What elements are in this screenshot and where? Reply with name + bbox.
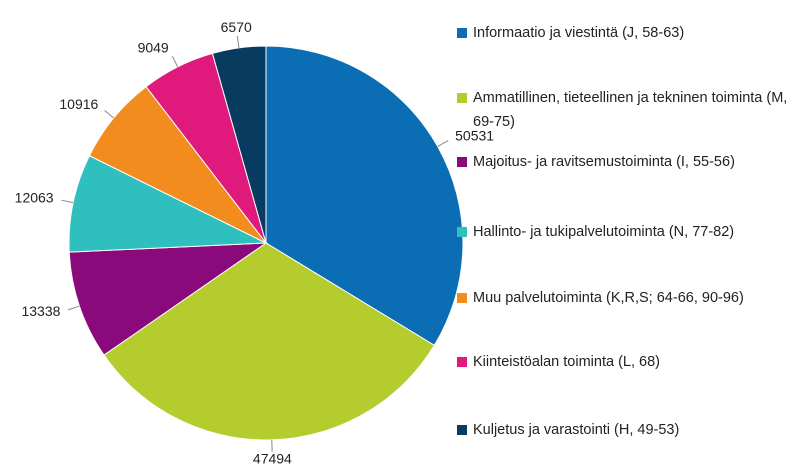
legend-swatch — [457, 157, 467, 167]
legend-swatch — [457, 357, 467, 367]
leader-line — [67, 305, 80, 311]
legend-label: Hallinto- ja tukipalvelutoiminta (N, 77-… — [473, 224, 735, 240]
legend-item: Hallinto- ja tukipalvelutoiminta (N, 77-… — [457, 220, 793, 244]
legend-item: Ammatillinen, tieteellinen ja tekninen t… — [457, 86, 793, 134]
data-label: 10916 — [59, 96, 98, 112]
data-label: 13338 — [21, 303, 60, 319]
legend-item: Majoitus- ja ravitsemustoiminta (I, 55-5… — [457, 150, 793, 174]
leader-line — [437, 140, 449, 147]
leader-line — [171, 55, 179, 68]
legend-swatch — [457, 227, 467, 237]
legend-item: Kuljetus ja varastointi (H, 49-53) — [457, 418, 793, 442]
pie-slice — [211, 45, 267, 244]
data-label: 50531 — [455, 127, 494, 143]
legend-swatch — [457, 93, 467, 103]
legend-swatch — [457, 425, 467, 435]
legend-item: Informaatio ja viestintä (J, 58-63) — [457, 21, 793, 45]
data-label: 12063 — [15, 189, 54, 205]
legend-label: Kuljetus ja varastointi (H, 49-53) — [473, 422, 680, 438]
pie-slice — [68, 242, 268, 356]
leader-line — [61, 199, 74, 204]
leader-line — [236, 35, 240, 48]
legend-label: Ammatillinen, tieteellinen ja tekninen t… — [473, 90, 788, 130]
legend-item: Muu palvelutoiminta (K,R,S; 64-66, 90-96… — [457, 286, 793, 310]
legend-swatch — [457, 28, 467, 38]
data-label: 9049 — [138, 40, 169, 56]
legend-swatch — [457, 293, 467, 303]
legend-label: Majoitus- ja ravitsemustoiminta (I, 55-5… — [473, 154, 735, 170]
data-label: 47494 — [253, 451, 292, 467]
data-label: 6570 — [221, 19, 252, 35]
leader-line — [104, 109, 115, 119]
pie-slice — [68, 155, 268, 253]
legend-label: Informaatio ja viestintä (J, 58-63) — [473, 25, 685, 41]
legend-label: Muu palvelutoiminta (K,R,S; 64-66, 90-96… — [473, 290, 744, 306]
legend-item: Kiinteistöalan toiminta (L, 68) — [457, 350, 793, 374]
legend-label: Kiinteistöalan toiminta (L, 68) — [473, 354, 660, 370]
